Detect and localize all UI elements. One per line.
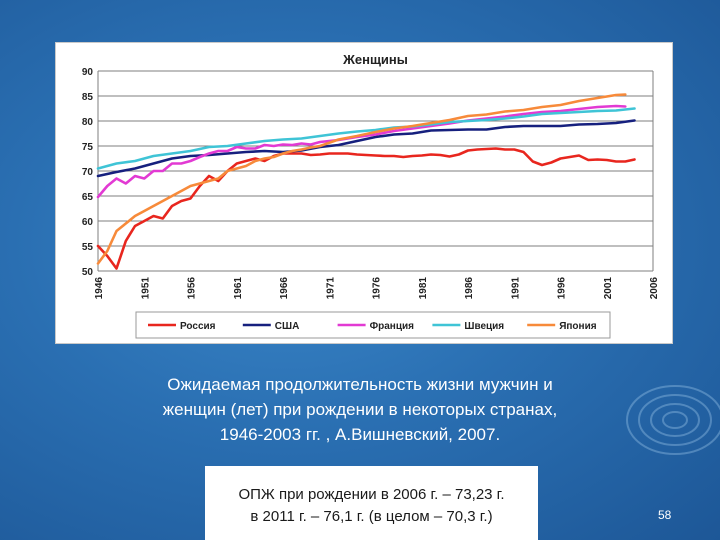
chart-svg: Женщины 50 55 60 65 70 75 80 85 90 1946 1951 1956 196… bbox=[82, 52, 660, 339]
x-tick-label: 1996 bbox=[557, 277, 568, 300]
note-box: ОПЖ при рождении в 2006 г. – 73,23 г. в … bbox=[205, 466, 538, 540]
series-line-1 bbox=[96, 119, 636, 178]
page-number: 58 bbox=[658, 508, 672, 522]
legend-label: Франция bbox=[370, 321, 415, 332]
series-line-2 bbox=[96, 104, 627, 199]
x-tick-label: 1991 bbox=[510, 277, 521, 300]
x-tick-label: 1976 bbox=[372, 277, 383, 300]
y-tick-label: 50 bbox=[82, 267, 94, 278]
x-tick-label: 1961 bbox=[233, 277, 244, 300]
x-tick-label: 1971 bbox=[325, 277, 336, 300]
y-tick-label: 70 bbox=[82, 167, 94, 178]
x-tick-label: 1966 bbox=[279, 277, 290, 300]
y-tick-label: 65 bbox=[82, 192, 94, 203]
series-line-3 bbox=[96, 107, 636, 170]
y-tick-label: 80 bbox=[82, 117, 94, 128]
legend-label: Япония bbox=[559, 321, 597, 332]
y-tick-label: 75 bbox=[82, 142, 94, 153]
caption-line-2: женщин (лет) при рождении в некоторых ст… bbox=[162, 400, 558, 419]
y-tick-label: 55 bbox=[82, 242, 94, 253]
x-tick-label: 2006 bbox=[649, 277, 660, 300]
note-line-1: ОПЖ при рождении в 2006 г. – 73,23 г. bbox=[238, 486, 505, 503]
y-tick-label: 90 bbox=[82, 67, 94, 78]
chart-title: Женщины bbox=[342, 52, 408, 67]
x-tick-label: 2001 bbox=[603, 277, 614, 300]
series-line-4 bbox=[96, 93, 627, 265]
slide-caption: Ожидаемая продолжительность жизни мужчин… bbox=[80, 372, 640, 447]
note-line-2: в 2011 г. – 76,1 г. (в целом – 70,3 г.) bbox=[250, 508, 493, 525]
x-tick-label: 1981 bbox=[418, 277, 429, 300]
y-tick-label: 60 bbox=[82, 217, 94, 228]
x-tick-label: 1986 bbox=[464, 277, 475, 300]
legend-label: Россия bbox=[180, 321, 216, 332]
x-tick-label: 1956 bbox=[187, 277, 198, 300]
legend-label: Швеция bbox=[464, 321, 504, 332]
y-tick-label: 85 bbox=[82, 92, 94, 103]
legend-label: США bbox=[275, 321, 300, 332]
caption-line-3: 1946-2003 гг. , А.Вишневский, 2007. bbox=[219, 425, 501, 444]
caption-line-1: Ожидаемая продолжительность жизни мужчин… bbox=[167, 375, 553, 394]
x-tick-label: 1946 bbox=[94, 277, 105, 300]
life-expectancy-chart: Женщины 50 55 60 65 70 75 80 85 90 1946 1951 1956 196… bbox=[55, 42, 673, 344]
x-tick-label: 1951 bbox=[140, 277, 151, 300]
series-line-0 bbox=[96, 147, 636, 270]
